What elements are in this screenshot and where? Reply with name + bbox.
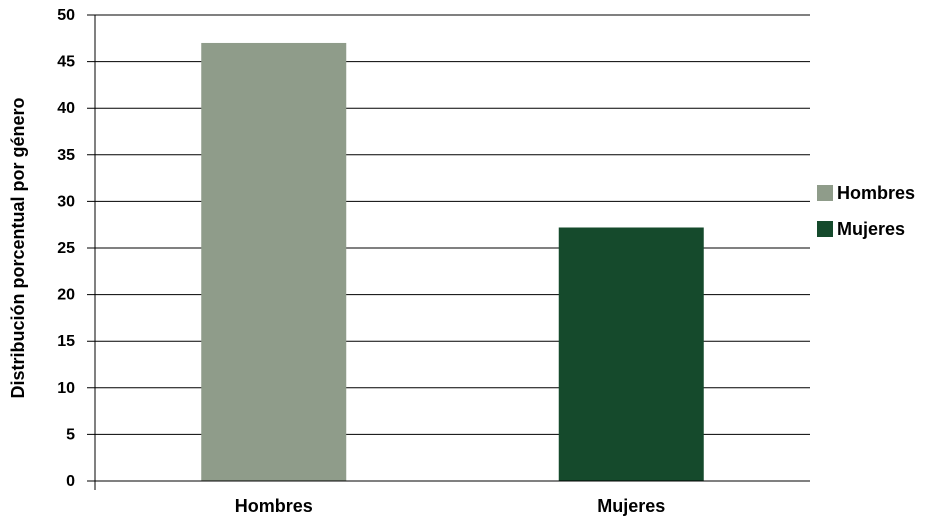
legend-swatch-hombres bbox=[817, 185, 833, 201]
x-tick-label: Mujeres bbox=[597, 496, 665, 516]
y-axis-ticks: 0 5 10 15 20 25 30 35 40 45 50 bbox=[57, 7, 75, 490]
legend-swatch-mujeres bbox=[817, 221, 833, 237]
y-tick-label: 10 bbox=[57, 380, 75, 397]
y-tick-label: 5 bbox=[66, 426, 75, 443]
legend: Hombres Mujeres bbox=[817, 183, 915, 239]
y-tick-label: 50 bbox=[57, 7, 75, 24]
y-axis-title: Distribución porcentual por género bbox=[8, 97, 28, 398]
bars bbox=[201, 42, 704, 482]
y-tick-label: 35 bbox=[57, 147, 75, 164]
bar-mujeres bbox=[558, 227, 704, 481]
x-axis-labels: Hombres Mujeres bbox=[235, 496, 666, 516]
x-tick-label: Hombres bbox=[235, 496, 313, 516]
legend-label: Mujeres bbox=[837, 219, 905, 239]
y-tick-label: 30 bbox=[57, 193, 75, 210]
y-tick-label: 20 bbox=[57, 287, 75, 304]
legend-label: Hombres bbox=[837, 183, 915, 203]
bar-hombres bbox=[201, 42, 347, 482]
y-tick-label: 45 bbox=[57, 54, 75, 71]
y-tick-label: 25 bbox=[57, 240, 75, 257]
y-tick-label: 40 bbox=[57, 100, 75, 117]
y-tick-label: 0 bbox=[66, 473, 75, 490]
y-tick-label: 15 bbox=[57, 333, 75, 350]
